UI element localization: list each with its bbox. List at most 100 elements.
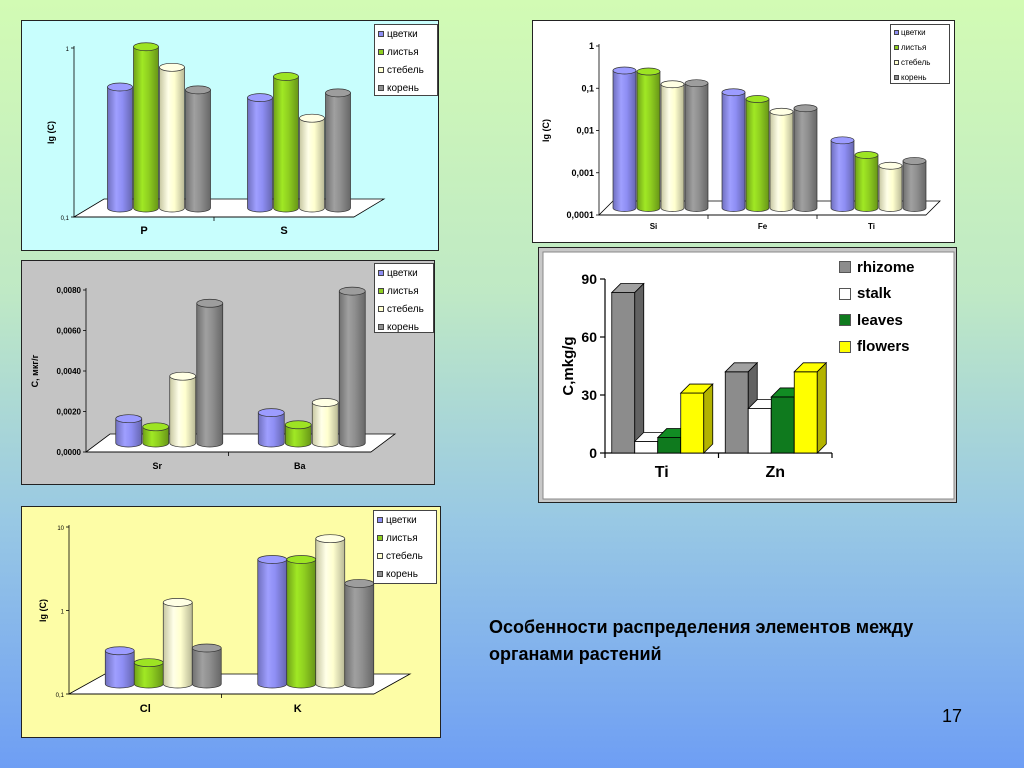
legend-label: листья xyxy=(901,43,927,52)
legend-item-stalk: stalk xyxy=(839,281,949,308)
bar-flowers-Fe xyxy=(721,91,746,212)
bar-root-Ti xyxy=(902,160,927,212)
bar-stem-Si xyxy=(660,83,685,212)
y-axis-title: lg (C) xyxy=(541,119,551,142)
slide-caption: Особенности распределения элементов межд… xyxy=(489,617,914,664)
bar-top-stem-K xyxy=(315,534,346,544)
bar-top-root-P xyxy=(185,85,211,95)
bar-root-Sr xyxy=(196,302,224,448)
legend-item-flowers: цветки xyxy=(375,264,433,282)
bar-top-leaves-Fe xyxy=(745,95,770,103)
legend-item-leaves: leaves xyxy=(839,307,949,334)
y-tick-label: 0,0000 xyxy=(57,448,82,457)
chart-panel-p-s: 1 0,1 lg (C) P S цветки листья стебель корен… xyxy=(21,20,439,251)
bar-flowers-Si xyxy=(612,70,637,212)
bar-leaves-Ba xyxy=(284,424,312,448)
y-tick-label: 0,1 xyxy=(56,693,65,699)
bar-stem-K xyxy=(315,538,346,689)
bar-leaves-P xyxy=(133,46,159,213)
bar-flowers-S xyxy=(247,97,273,213)
legend-label: стебель xyxy=(387,64,424,76)
x-category-label: Ti xyxy=(868,222,875,231)
bar-root-K xyxy=(344,583,375,689)
bar-top-leaves-Cl xyxy=(133,658,164,668)
legend-swatch-leaves xyxy=(839,314,851,327)
legend-swatch-flowers xyxy=(377,517,383,523)
bar-top-root-K xyxy=(344,579,375,588)
bar-flowers-K xyxy=(257,559,288,689)
legend-swatch-stem xyxy=(378,306,384,312)
y-tick-label: 0,0040 xyxy=(57,367,82,376)
bar-top-root-S xyxy=(325,88,351,98)
bar-side-flowers-Zn xyxy=(816,361,827,454)
y-tick-label: 0,0060 xyxy=(57,327,82,336)
chart-panel-sr-ba: 0,0080 0,0060 0,0040 0,0020 0,0000 С, мкг/г Sr… xyxy=(21,260,435,485)
bar-side-flowers-Ti xyxy=(703,383,714,454)
chart-panel-si-fe-ti: 1 0,1 0,01 0,001 0,0001 lg (C) Si Fe Ti цветки л… xyxy=(532,20,955,243)
x-category-label: K xyxy=(294,703,302,715)
legend-label: стебель xyxy=(901,58,931,67)
bar-top-flowers-Fe xyxy=(721,88,746,97)
legend-label: корень xyxy=(901,73,927,82)
legend-item-stem: стебель xyxy=(374,547,436,565)
bar-flowers-Ba xyxy=(257,412,285,448)
bar-flowers-Cl xyxy=(104,650,135,689)
legend-swatch-root xyxy=(378,324,384,330)
legend-label: корень xyxy=(386,568,418,580)
legend-swatch-root xyxy=(894,75,899,80)
legend-item-stem: стебель xyxy=(375,300,433,318)
bar-top-stem-Sr xyxy=(169,371,197,381)
y-tick-label: 0,001 xyxy=(571,168,594,178)
y-tick-label: 0,0080 xyxy=(57,286,82,295)
legend-item-flowers: цветки xyxy=(374,511,436,529)
bar-rhizome-Zn xyxy=(724,371,749,454)
bar-top-leaves-S xyxy=(273,72,299,81)
legend-swatch-flowers xyxy=(378,31,384,37)
bar-flowers-P xyxy=(107,86,133,213)
bar-top-leaves-Ti xyxy=(854,151,879,159)
legend-item-flowers: flowers xyxy=(839,334,949,361)
bar-flowers-Ti xyxy=(680,392,705,454)
bar-top-leaves-Si xyxy=(636,67,661,76)
bar-top-stem-Ti xyxy=(878,161,903,170)
legend-swatch-flowers xyxy=(378,270,384,276)
legend-swatch-stem xyxy=(894,60,899,65)
y-axis-title: lg (C) xyxy=(38,599,48,622)
legend-item-root: корень xyxy=(375,79,437,97)
legend-label: stalk xyxy=(857,285,892,303)
legend-swatch-flowers xyxy=(839,340,851,353)
chart-si-fe-ti: 1 0,1 0,01 0,001 0,0001 lg (C) Si Fe Ti xyxy=(541,41,941,231)
bar-top-flowers-Sr xyxy=(115,414,143,424)
legend-label: листья xyxy=(386,532,418,544)
bar-root-Fe xyxy=(793,107,818,212)
bar-stalk-Ti xyxy=(634,440,659,454)
legend-item-flowers: цветки xyxy=(375,25,437,43)
legend-swatch-flowers xyxy=(894,30,899,35)
legend-label: листья xyxy=(387,285,419,297)
x-category-label: Fe xyxy=(758,222,768,231)
x-category-label: Cl xyxy=(140,703,151,715)
y-tick-label: 0,1 xyxy=(61,216,70,222)
bar-top-leaves-P xyxy=(133,42,159,52)
bar-leaves-S xyxy=(273,76,299,213)
bar-root-S xyxy=(325,92,351,213)
legend-swatch-stalk xyxy=(839,287,851,300)
legend-item-root: корень xyxy=(891,70,949,85)
bar-stem-Cl xyxy=(162,602,193,689)
bar-top-flowers-Cl xyxy=(104,646,135,656)
bar-stem-Fe xyxy=(769,111,794,212)
legend-swatch-stem xyxy=(378,67,384,73)
legend-item-leaves: листья xyxy=(891,40,949,55)
y-axis-title: С, мкг/г xyxy=(30,354,40,387)
legend-label: цветки xyxy=(387,267,418,279)
legend-swatch-stem xyxy=(377,553,383,559)
bar-top-root-Si xyxy=(684,79,709,88)
chart-legend: цветки листья стебель корень xyxy=(374,263,434,333)
chart-ti-zn: 90 60 30 0 C,mkg/g Ti Zn xyxy=(542,251,955,500)
chart-panel-cl-k: 10 1 0,1 lg (C) Cl K цветки листья стебель ко… xyxy=(21,506,441,738)
bar-root-Ba xyxy=(338,290,366,448)
y-tick-label: 0,0020 xyxy=(57,408,82,417)
y-tick-label: 30 xyxy=(581,387,597,403)
page-number: 17 xyxy=(942,706,963,726)
legend-label: цветки xyxy=(387,28,418,40)
